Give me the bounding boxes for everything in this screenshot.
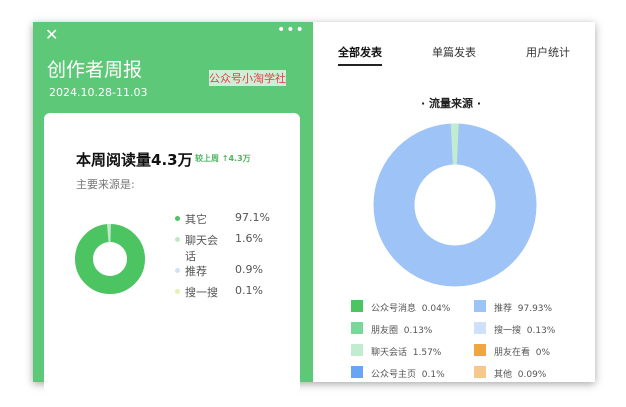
watermark: 公众号小淘学社 [209, 70, 286, 86]
summary-card: 本周阅读量4.3万 较上周 ↑4.3万 主要来源是: 其它 97.1% 聊天会话 1.… [44, 113, 300, 393]
page-title: 创作者周报 [47, 59, 143, 81]
legend-label: 聊天会话 [185, 234, 218, 263]
legend-dot [175, 289, 180, 294]
traffic-legend-item: 公众号主页 0.1% [351, 366, 445, 380]
source-legend-item: 推荐 0.9% [175, 263, 275, 279]
traffic-donut [373, 123, 537, 287]
legend-swatch [351, 322, 363, 334]
traffic-legend-item: 朋友在看 0% [474, 344, 551, 358]
source-legend-item: 聊天会话 1.6% [175, 232, 275, 264]
legend-swatch [474, 322, 486, 334]
traffic-legend-item: 搜一搜 0.13% [474, 322, 556, 336]
legend-value: 0.04% [421, 304, 451, 314]
legend-swatch [474, 366, 486, 378]
chart-title: · 流量来源 · [421, 97, 482, 110]
legend-value: 1.6% [235, 232, 263, 245]
window: ✕ ••• 创作者周报 2024.10.28-11.03 公众号小淘学社 本周阅… [33, 22, 595, 393]
legend-value: 0.9% [235, 263, 263, 276]
legend-label: 推荐 [494, 304, 513, 314]
weekly-report-panel: ✕ ••• 创作者周报 2024.10.28-11.03 公众号小淘学社 本周阅… [33, 22, 313, 393]
tab-1[interactable]: 单篇发表 [432, 46, 476, 59]
traffic-legend-item: 聊天会话 1.57% [351, 344, 442, 358]
legend-label: 搜一搜 [494, 326, 522, 336]
date-range: 2024.10.28-11.03 [49, 86, 148, 99]
week-compare: 较上周 ↑4.3万 [195, 154, 251, 163]
legend-value: 0% [535, 348, 551, 358]
sources-donut [75, 224, 145, 294]
legend-label: 其他 [494, 370, 513, 380]
legend-swatch [474, 300, 486, 312]
legend-swatch [474, 344, 486, 356]
legend-label: 推荐 [185, 265, 207, 278]
legend-swatch [351, 344, 363, 356]
tab-2[interactable]: 用户统计 [526, 46, 570, 59]
traffic-panel: 全部发表 单篇发表 用户统计 · 流量来源 · 公众号消息 0.04% 推荐 97.9… [313, 22, 595, 382]
legend-label: 朋友在看 [494, 348, 531, 358]
legend-value: 1.57% [412, 348, 442, 358]
legend-label: 朋友圈 [371, 326, 399, 336]
legend-swatch [351, 300, 363, 312]
legend-value: 97.93% [517, 304, 553, 314]
legend-label: 公众号主页 [371, 370, 417, 380]
legend-value: 0.09% [517, 370, 547, 380]
legend-value: 0.13% [403, 326, 433, 336]
traffic-legend-item: 公众号消息 0.04% [351, 300, 451, 314]
traffic-legend-item: 朋友圈 0.13% [351, 322, 433, 336]
source-legend-item: 其它 97.1% [175, 211, 275, 227]
active-tab-underline [338, 64, 382, 66]
traffic-legend-item: 推荐 97.93% [474, 300, 553, 314]
tab-0[interactable]: 全部发表 [338, 46, 382, 59]
legend-dot [175, 237, 180, 242]
legend-value: 0.13% [526, 326, 556, 336]
legend-value: 0.1% [235, 284, 263, 297]
read-count-headline: 本周阅读量4.3万 [76, 151, 193, 169]
legend-label: 其它 [185, 213, 207, 226]
legend-label: 搜一搜 [185, 286, 218, 299]
legend-label: 公众号消息 [371, 304, 417, 314]
legend-value: 0.1% [421, 370, 445, 380]
more-icon[interactable]: ••• [277, 22, 305, 38]
traffic-legend-item: 其他 0.09% [474, 366, 547, 380]
legend-dot [175, 268, 180, 273]
close-icon[interactable]: ✕ [45, 25, 59, 44]
legend-swatch [351, 366, 363, 378]
legend-value: 97.1% [235, 211, 270, 224]
legend-label: 聊天会话 [371, 348, 408, 358]
sources-subtitle: 主要来源是: [76, 178, 135, 191]
legend-dot [175, 216, 180, 221]
source-legend-item: 搜一搜 0.1% [175, 284, 275, 300]
